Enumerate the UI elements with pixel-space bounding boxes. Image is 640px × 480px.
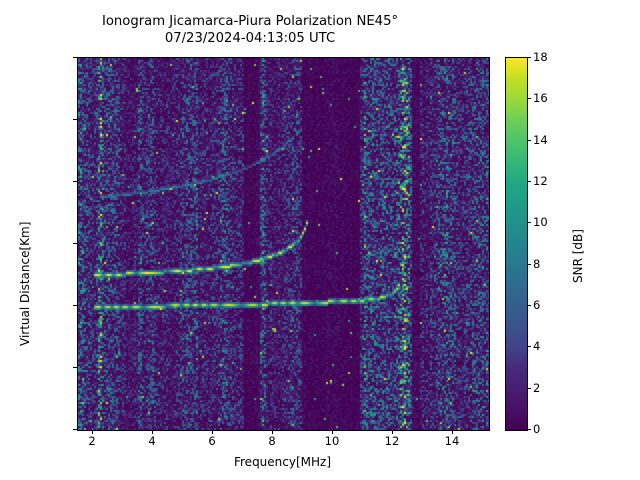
x-tick-label-4: 4 xyxy=(148,434,156,448)
colorbar-tick-mark-2 xyxy=(527,387,531,389)
colorbar-tick-label-16: 16 xyxy=(533,91,548,106)
heatmap-axes[interactable] xyxy=(77,57,490,431)
colorbar-tick-mark-10 xyxy=(527,222,531,224)
colorbar-tick-label-0: 0 xyxy=(533,422,541,436)
colorbar-tick-label-2: 2 xyxy=(533,380,541,395)
colorbar-tick-label-4: 4 xyxy=(533,339,541,354)
colorbar-tick-label-12: 12 xyxy=(533,174,548,188)
x-tick-label-6: 6 xyxy=(208,434,216,448)
colorbar-tick-label-14: 14 xyxy=(533,132,548,147)
colorbar-tick-label-10: 10 xyxy=(533,215,548,230)
colorbar-tick-mark-14 xyxy=(527,139,531,141)
x-tick-label-14: 14 xyxy=(444,434,460,448)
x-tick-label-12: 12 xyxy=(384,434,400,448)
x-tick-label-2: 2 xyxy=(88,434,96,448)
y-tick-mark-3000 xyxy=(73,57,77,58)
chart-title: Ionogram Jicamarca-Piura Polarization NE… xyxy=(101,14,399,46)
y-tick-mark-0 xyxy=(73,429,77,430)
colorbar-label: SNR [dB] xyxy=(571,229,585,283)
y-tick-mark-1500 xyxy=(73,243,77,244)
x-tick-mark-2 xyxy=(92,430,93,434)
colorbar-tick-mark-18 xyxy=(527,57,531,58)
colorbar-tick-mark-6 xyxy=(527,305,531,306)
y-axis-label: Virtual Distance[Km] xyxy=(18,221,32,346)
x-tick-mark-4 xyxy=(152,430,153,434)
colorbar-tick-mark-4 xyxy=(527,346,531,348)
colorbar-tick-label-6: 6 xyxy=(533,298,541,312)
x-tick-mark-10 xyxy=(332,430,333,434)
x-tick-label-8: 8 xyxy=(268,434,276,448)
y-tick-mark-1000 xyxy=(73,305,77,306)
colorbar xyxy=(505,57,528,431)
y-tick-mark-2000 xyxy=(73,181,77,182)
y-tick-mark-500 xyxy=(73,367,77,368)
x-axis-label: Frequency[MHz] xyxy=(233,455,332,469)
colorbar-tick-label-18: 18 xyxy=(533,50,548,64)
colorbar-tick-mark-12 xyxy=(527,181,531,182)
x-tick-label-10: 10 xyxy=(324,434,340,448)
x-tick-mark-8 xyxy=(272,430,273,434)
colorbar-tick-mark-16 xyxy=(527,98,531,100)
y-tick-mark-2500 xyxy=(73,119,77,120)
x-tick-mark-6 xyxy=(212,430,213,434)
colorbar-tick-label-8: 8 xyxy=(533,256,541,271)
colorbar-tick-mark-8 xyxy=(527,263,531,265)
x-tick-mark-14 xyxy=(452,430,453,434)
colorbar-tick-mark-0 xyxy=(527,429,531,430)
x-tick-mark-12 xyxy=(392,430,393,434)
ionogram-heatmap-canvas xyxy=(78,58,489,430)
